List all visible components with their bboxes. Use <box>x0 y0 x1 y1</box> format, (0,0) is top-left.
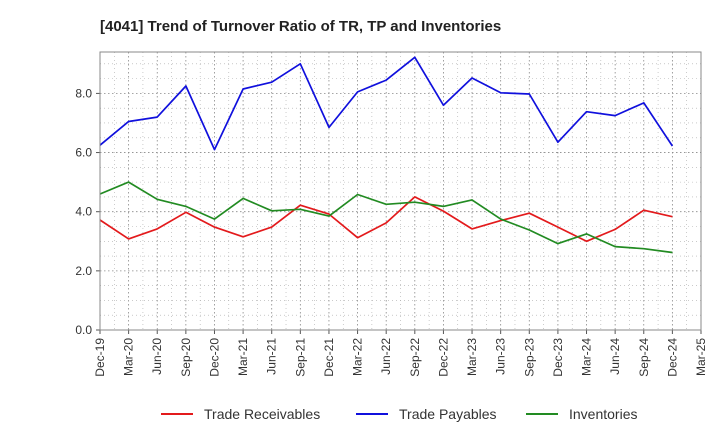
chart-title: [4041] Trend of Turnover Ratio of TR, TP… <box>100 18 501 35</box>
legend: Trade Receivables Trade Payables Inventori… <box>161 406 637 422</box>
x-tick-label: Sep-22 <box>408 338 422 377</box>
plot-frame <box>99 51 702 331</box>
series-lines <box>99 56 674 254</box>
x-tick-label: Jun-20 <box>150 338 164 375</box>
series-line <box>99 56 674 151</box>
x-tick-label: Dec-21 <box>322 338 336 377</box>
legend-label: Inventories <box>569 406 637 422</box>
legend-label: Trade Receivables <box>204 406 320 422</box>
x-tick-label: Dec-20 <box>207 338 221 377</box>
series-line <box>99 181 673 254</box>
x-tick-label: Jun-21 <box>265 338 279 375</box>
x-tick-label: Jun-24 <box>608 338 622 375</box>
x-tick-label: Mar-21 <box>236 338 250 376</box>
x-tick-label: Sep-20 <box>179 338 193 377</box>
x-tick-label: Jun-23 <box>494 338 508 375</box>
x-tick-label: Sep-23 <box>522 338 536 377</box>
x-tick-label: Dec-24 <box>665 338 679 377</box>
grid <box>100 52 701 330</box>
y-tick-label: 2.0 <box>75 264 92 278</box>
x-tick-label: Mar-23 <box>465 338 479 376</box>
y-tick-label: 6.0 <box>75 146 92 160</box>
y-tick-label: 8.0 <box>75 86 92 100</box>
x-tick-label: Sep-21 <box>293 338 307 377</box>
x-tick-label: Dec-19 <box>93 338 107 377</box>
x-tick-label: Mar-20 <box>122 338 136 376</box>
x-tick-label: Sep-24 <box>637 338 651 377</box>
x-tick-label: Mar-22 <box>351 338 365 376</box>
legend-label: Trade Payables <box>399 406 497 422</box>
y-axis: 0.0 2.0 4.0 6.0 8.0 <box>75 86 100 337</box>
x-tick-label: Mar-24 <box>580 338 594 376</box>
x-tick-label: Mar-25 <box>694 338 708 376</box>
y-tick-label: 4.0 <box>75 205 92 219</box>
x-tick-label: Jun-22 <box>379 338 393 375</box>
y-tick-label: 0.0 <box>75 323 92 337</box>
x-tick-label: Dec-22 <box>436 338 450 377</box>
x-axis: Dec-19 Mar-20 Jun-20 Sep-20 Dec-20 Mar-21 Jun-… <box>93 330 708 377</box>
x-tick-label: Dec-23 <box>551 338 565 377</box>
